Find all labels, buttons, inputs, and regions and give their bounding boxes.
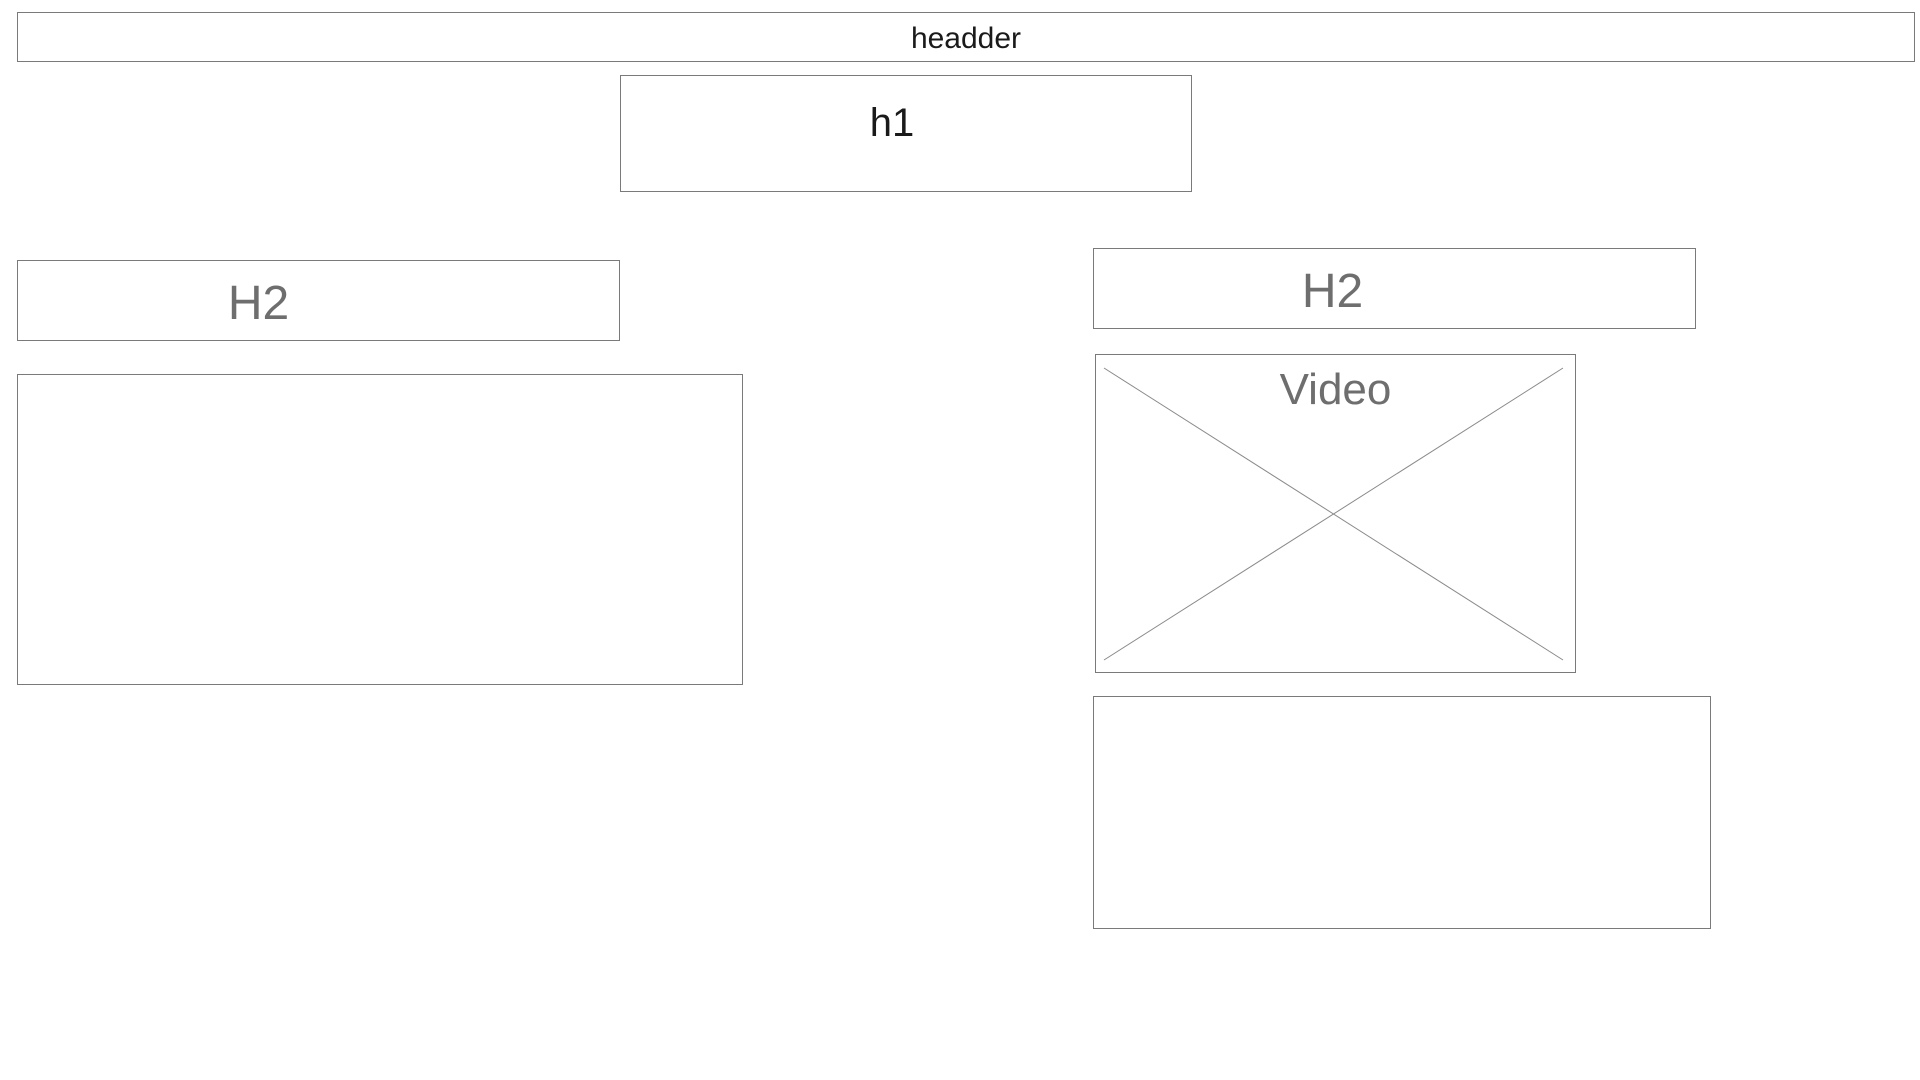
- video-placeholder-label: Video: [1279, 365, 1392, 414]
- left-section-heading-box: H2: [17, 260, 620, 341]
- video-placeholder-cross-icon: [1103, 367, 1564, 661]
- cross-line-up: [1103, 367, 1564, 661]
- right-content-block: [1093, 696, 1711, 929]
- page-heading-box: h1: [620, 75, 1192, 192]
- video-placeholder: Video: [1095, 354, 1576, 673]
- header-label: headder: [910, 22, 1022, 55]
- left-content-block: [17, 374, 743, 685]
- right-section-heading-label: H2: [1301, 265, 1364, 318]
- header-bar: headder: [17, 12, 1915, 62]
- left-section-heading-label: H2: [227, 277, 290, 330]
- right-section-heading-box: H2: [1093, 248, 1696, 329]
- page-heading-label: h1: [869, 101, 915, 145]
